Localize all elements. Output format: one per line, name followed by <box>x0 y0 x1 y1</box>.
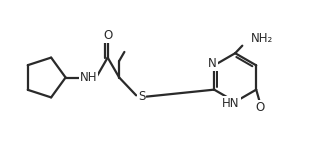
Text: N: N <box>208 57 217 70</box>
Text: O: O <box>255 101 264 114</box>
Text: O: O <box>103 29 112 42</box>
Text: NH₂: NH₂ <box>251 32 273 45</box>
Text: S: S <box>138 90 145 103</box>
Text: NH: NH <box>80 71 97 84</box>
Text: HN: HN <box>222 97 240 110</box>
